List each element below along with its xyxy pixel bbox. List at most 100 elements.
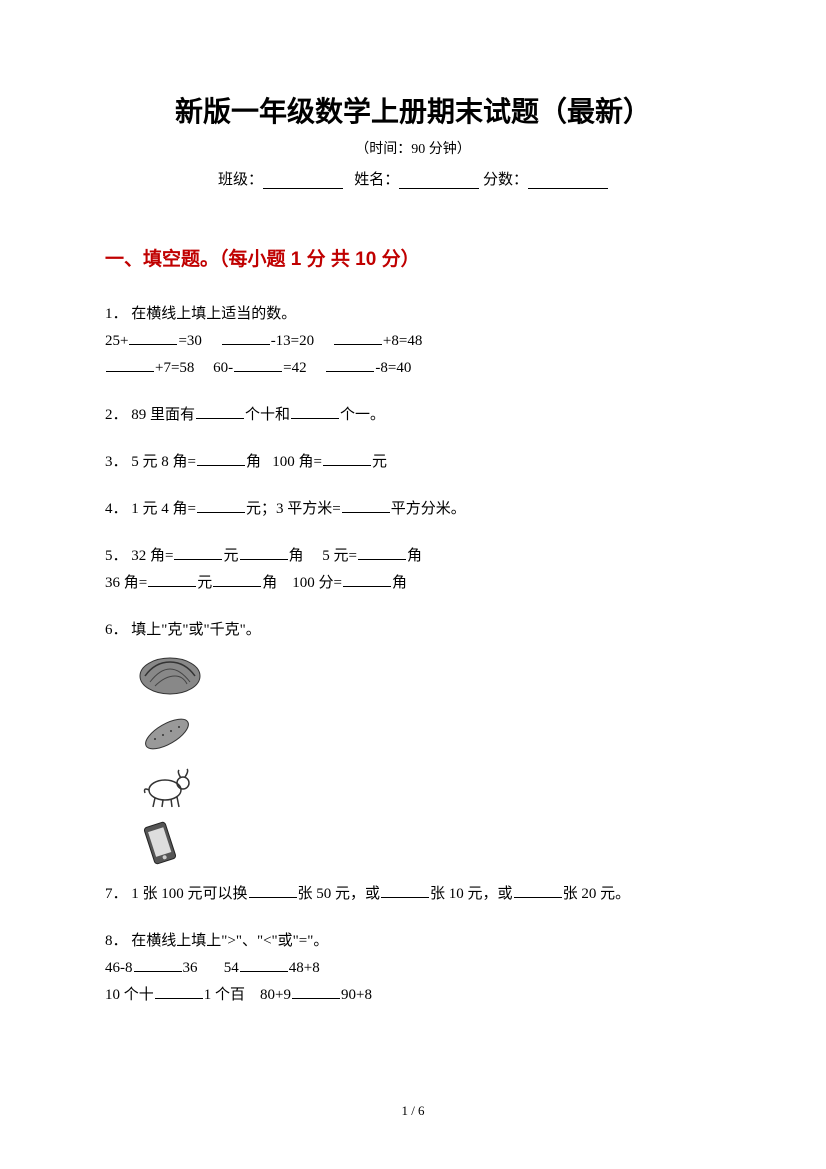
score-label: 分数： (483, 172, 528, 188)
q7-c: 张 10 元，或 (430, 886, 513, 902)
blank (291, 405, 339, 419)
q8-l2c: 80+9 (260, 987, 291, 1003)
blank (148, 573, 196, 587)
blank (342, 499, 390, 513)
page-number: 1 / 6 (0, 1103, 826, 1119)
q5-l2c: 角 (262, 575, 277, 591)
cucumber-icon (135, 707, 721, 757)
blank (213, 573, 261, 587)
blank (155, 985, 203, 999)
q8-l2b: 1 个百 (204, 987, 245, 1003)
blank (106, 358, 154, 372)
class-label: 班级： (218, 172, 263, 188)
q1-l2b: 60- (213, 360, 233, 376)
q1-l1a: 25+ (105, 333, 128, 349)
q1-number: 1． (105, 306, 128, 322)
question-6: 6． 填上"克"或"千克"。 (105, 617, 721, 644)
blank (240, 958, 288, 972)
q5-l2d: 100 分= (292, 575, 342, 591)
question-5: 5． 32 角=元角 5 元=角 36 角=元角 100 分=角 (105, 543, 721, 597)
q5-l1b: 元 (223, 548, 238, 564)
blank (343, 573, 391, 587)
blank (234, 358, 282, 372)
q8-prompt: 在横线上填上">"、"<"或"="。 (131, 933, 328, 949)
q7-d: 张 20 元。 (563, 886, 631, 902)
q3-number: 3． (105, 454, 128, 470)
q1-prompt: 在横线上填上适当的数。 (131, 306, 296, 322)
class-blank (263, 173, 343, 189)
blank (197, 499, 245, 513)
name-label: 姓名： (354, 172, 399, 188)
q4-c: 平方分米。 (391, 501, 466, 517)
q2-a: 89 里面有 (131, 407, 195, 423)
goat-icon (135, 765, 721, 810)
q6-number: 6． (105, 622, 128, 638)
question-1: 1． 在横线上填上适当的数。 25+ =30 -13=20 +8=48 +7=58… (105, 301, 721, 382)
q8-l1b: 36 (183, 960, 198, 976)
question-3: 3． 5 元 8 角= 角 100 角= 元 (105, 449, 721, 476)
page-title: 新版一年级数学上册期末试题（最新） (105, 90, 721, 130)
watermelon-icon (135, 654, 721, 699)
blank (358, 546, 406, 560)
blank (240, 546, 288, 560)
q8-l1a: 46-8 (105, 960, 133, 976)
blank (323, 452, 371, 466)
blank (134, 958, 182, 972)
q1-l1b: =30 (178, 333, 201, 349)
blank (196, 405, 244, 419)
time-subtitle: （时间：90 分钟） (105, 138, 721, 158)
q2-b: 个十和 (245, 407, 290, 423)
q8-l1c: 54 (224, 960, 239, 976)
blank (249, 884, 297, 898)
q5-l1c: 角 (289, 548, 304, 564)
q1-l1d: +8=48 (383, 333, 422, 349)
blank (222, 331, 270, 345)
q1-l2d: -8=40 (375, 360, 411, 376)
blank (292, 985, 340, 999)
q5-l2e: 角 (392, 575, 407, 591)
q5-l1d: 5 元= (322, 548, 357, 564)
section-1-header: 一、填空题。（每小题 1 分 共 10 分） (105, 244, 721, 271)
q5-l2a: 36 角= (105, 575, 147, 591)
blank (381, 884, 429, 898)
q5-l2b: 元 (197, 575, 212, 591)
q2-number: 2． (105, 407, 128, 423)
q7-number: 7． (105, 886, 128, 902)
question-8: 8． 在横线上填上">"、"<"或"="。 46-8 36 54 48+8 10 个… (105, 928, 721, 1009)
q6-images (135, 654, 721, 866)
phone-icon (135, 818, 721, 866)
q1-l1c: -13=20 (271, 333, 314, 349)
q1-l2a: +7=58 (155, 360, 194, 376)
question-2: 2． 89 里面有 个十和 个一。 (105, 402, 721, 429)
q8-number: 8． (105, 933, 128, 949)
blank (326, 358, 374, 372)
q5-l1e: 角 (407, 548, 422, 564)
q8-l2d: 90+8 (341, 987, 372, 1003)
q8-l2a: 10 个十 (105, 987, 154, 1003)
q2-c: 个一。 (340, 407, 385, 423)
q3-a: 5 元 8 角= (131, 454, 196, 470)
q3-c: 100 角= (272, 454, 322, 470)
question-7: 7． 1 张 100 元可以换 张 50 元，或 张 10 元，或 张 20 元。 (105, 881, 721, 908)
blank (129, 331, 177, 345)
question-4: 4． 1 元 4 角= 元；3 平方米= 平方分米。 (105, 496, 721, 523)
q7-a: 1 张 100 元可以换 (131, 886, 247, 902)
q7-b: 张 50 元，或 (298, 886, 381, 902)
q3-b: 角 (246, 454, 261, 470)
q6-prompt: 填上"克"或"千克"。 (131, 622, 261, 638)
blank (174, 546, 222, 560)
q3-d: 元 (372, 454, 387, 470)
q4-a: 1 元 4 角= (131, 501, 196, 517)
blank (334, 331, 382, 345)
q5-l1a: 32 角= (131, 548, 173, 564)
blank (514, 884, 562, 898)
blank (197, 452, 245, 466)
q5-number: 5． (105, 548, 128, 564)
name-blank (399, 173, 479, 189)
q4-b: 元；3 平方米= (246, 501, 341, 517)
score-blank (528, 173, 608, 189)
q4-number: 4． (105, 501, 128, 517)
student-info-line: 班级： 姓名： 分数： (105, 168, 721, 189)
q8-l1d: 48+8 (289, 960, 320, 976)
q1-l2c: =42 (283, 360, 306, 376)
